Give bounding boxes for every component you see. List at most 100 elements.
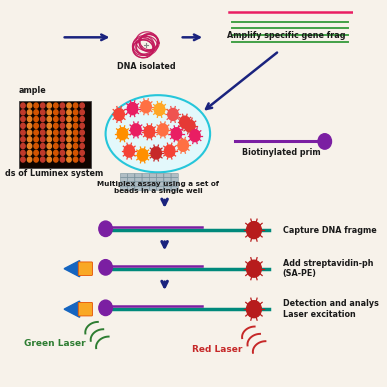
FancyBboxPatch shape bbox=[128, 186, 135, 190]
FancyBboxPatch shape bbox=[157, 173, 164, 178]
Circle shape bbox=[34, 144, 38, 149]
FancyBboxPatch shape bbox=[78, 302, 92, 316]
FancyBboxPatch shape bbox=[128, 182, 135, 186]
Circle shape bbox=[171, 128, 182, 140]
FancyBboxPatch shape bbox=[164, 173, 171, 178]
Circle shape bbox=[180, 116, 190, 128]
Circle shape bbox=[34, 150, 38, 155]
Text: Detection and analys
Laser excitation: Detection and analys Laser excitation bbox=[283, 300, 378, 319]
Circle shape bbox=[60, 123, 65, 128]
Circle shape bbox=[21, 103, 25, 108]
Circle shape bbox=[80, 137, 84, 142]
Circle shape bbox=[67, 144, 71, 149]
FancyBboxPatch shape bbox=[149, 173, 156, 178]
Text: Multiplex assay using a set of
beads in a single well: Multiplex assay using a set of beads in … bbox=[97, 181, 219, 194]
Circle shape bbox=[151, 147, 161, 159]
Circle shape bbox=[80, 116, 84, 122]
FancyBboxPatch shape bbox=[142, 178, 149, 182]
Circle shape bbox=[99, 221, 112, 236]
Circle shape bbox=[67, 116, 71, 122]
Circle shape bbox=[124, 145, 134, 157]
Circle shape bbox=[54, 150, 58, 155]
Circle shape bbox=[99, 260, 112, 275]
FancyBboxPatch shape bbox=[171, 178, 178, 182]
Circle shape bbox=[54, 137, 58, 142]
Circle shape bbox=[47, 110, 51, 115]
Circle shape bbox=[80, 123, 84, 128]
FancyBboxPatch shape bbox=[19, 101, 91, 168]
Circle shape bbox=[21, 110, 25, 115]
Circle shape bbox=[47, 157, 51, 162]
Circle shape bbox=[41, 144, 45, 149]
Circle shape bbox=[74, 157, 78, 162]
FancyBboxPatch shape bbox=[135, 182, 142, 186]
Circle shape bbox=[60, 137, 65, 142]
Circle shape bbox=[74, 137, 78, 142]
Circle shape bbox=[185, 120, 195, 132]
Circle shape bbox=[67, 103, 71, 108]
FancyBboxPatch shape bbox=[120, 173, 127, 178]
Circle shape bbox=[74, 144, 78, 149]
Circle shape bbox=[80, 103, 84, 108]
FancyBboxPatch shape bbox=[142, 186, 149, 190]
Circle shape bbox=[54, 103, 58, 108]
FancyBboxPatch shape bbox=[171, 186, 178, 190]
Circle shape bbox=[67, 130, 71, 135]
Circle shape bbox=[41, 103, 45, 108]
Circle shape bbox=[168, 108, 178, 120]
Circle shape bbox=[34, 103, 38, 108]
FancyBboxPatch shape bbox=[164, 178, 171, 182]
FancyBboxPatch shape bbox=[149, 178, 156, 182]
Circle shape bbox=[74, 130, 78, 135]
Circle shape bbox=[27, 150, 32, 155]
FancyBboxPatch shape bbox=[142, 173, 149, 178]
Circle shape bbox=[54, 144, 58, 149]
Text: ds of Luminex system: ds of Luminex system bbox=[5, 169, 103, 178]
Circle shape bbox=[34, 123, 38, 128]
Circle shape bbox=[41, 137, 45, 142]
Circle shape bbox=[60, 110, 65, 115]
Text: DNA isolated: DNA isolated bbox=[117, 62, 175, 71]
Circle shape bbox=[74, 116, 78, 122]
FancyBboxPatch shape bbox=[164, 186, 171, 190]
Circle shape bbox=[80, 110, 84, 115]
FancyBboxPatch shape bbox=[149, 182, 156, 186]
Circle shape bbox=[34, 157, 38, 162]
Circle shape bbox=[67, 150, 71, 155]
Circle shape bbox=[54, 130, 58, 135]
Polygon shape bbox=[64, 260, 80, 277]
Text: ample: ample bbox=[19, 86, 47, 95]
Circle shape bbox=[164, 145, 175, 157]
FancyBboxPatch shape bbox=[157, 186, 164, 190]
Circle shape bbox=[60, 116, 65, 122]
FancyBboxPatch shape bbox=[120, 186, 127, 190]
Text: Add streptavidin-ph
(SA-PE): Add streptavidin-ph (SA-PE) bbox=[283, 259, 373, 278]
Circle shape bbox=[60, 157, 65, 162]
Circle shape bbox=[47, 103, 51, 108]
Circle shape bbox=[54, 123, 58, 128]
Circle shape bbox=[54, 116, 58, 122]
Circle shape bbox=[47, 144, 51, 149]
Circle shape bbox=[60, 130, 65, 135]
Circle shape bbox=[137, 149, 148, 161]
FancyBboxPatch shape bbox=[120, 182, 127, 186]
FancyBboxPatch shape bbox=[149, 186, 156, 190]
Circle shape bbox=[27, 116, 32, 122]
Circle shape bbox=[41, 157, 45, 162]
Circle shape bbox=[41, 123, 45, 128]
Circle shape bbox=[67, 157, 71, 162]
FancyBboxPatch shape bbox=[157, 178, 164, 182]
Circle shape bbox=[41, 110, 45, 115]
Text: Red Laser: Red Laser bbox=[192, 344, 242, 354]
Circle shape bbox=[247, 260, 261, 277]
FancyBboxPatch shape bbox=[157, 182, 164, 186]
Circle shape bbox=[80, 130, 84, 135]
Circle shape bbox=[54, 110, 58, 115]
Circle shape bbox=[41, 150, 45, 155]
Circle shape bbox=[127, 103, 138, 115]
Circle shape bbox=[47, 150, 51, 155]
Text: Biotinylated prim: Biotinylated prim bbox=[241, 148, 320, 157]
Circle shape bbox=[41, 130, 45, 135]
Circle shape bbox=[21, 137, 25, 142]
Circle shape bbox=[158, 124, 168, 136]
